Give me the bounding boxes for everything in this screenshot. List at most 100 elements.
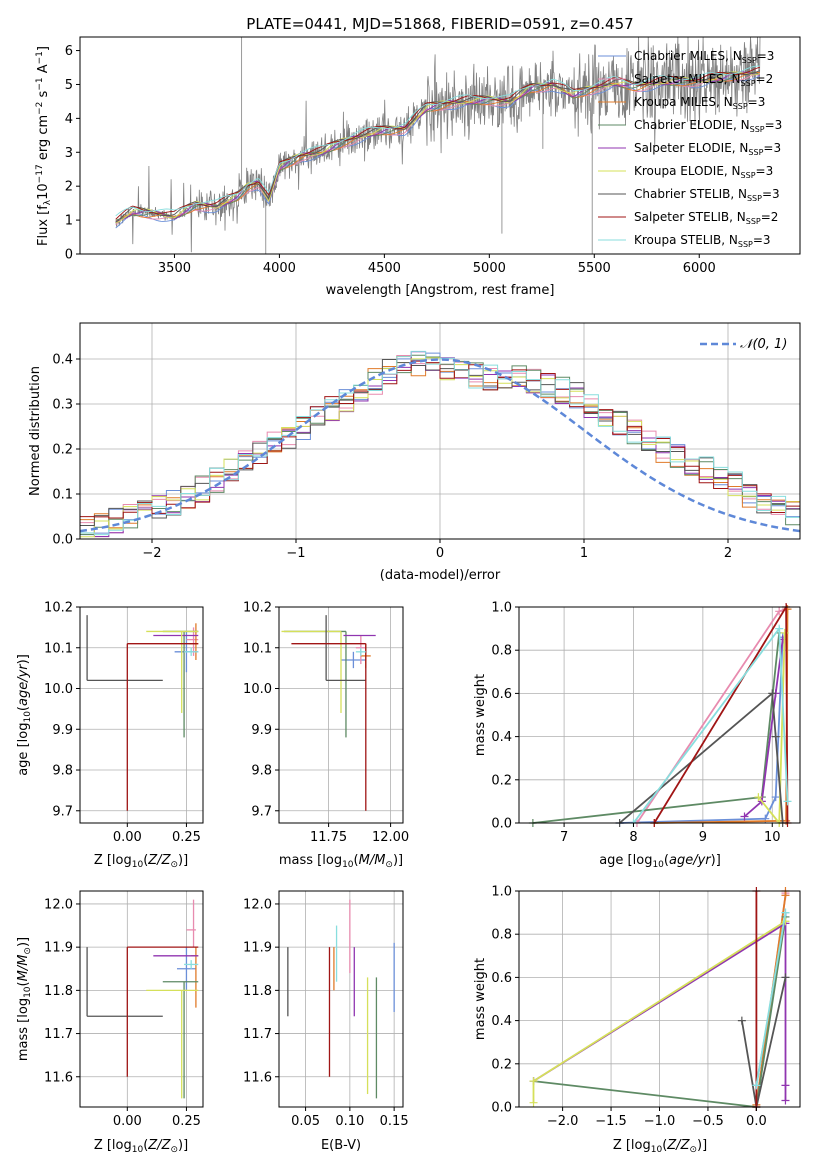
errorbar-point <box>184 960 199 969</box>
residuals-xticks: −2 −1 0 1 2 <box>142 539 732 561</box>
mass-vs-Z-errorbars <box>86 899 199 1099</box>
y-tick-label: 11.9 <box>243 941 272 956</box>
weight-vs-Z-yticks: 0.0 0.2 0.4 0.6 0.8 1.0 <box>491 885 519 1116</box>
x-tick-label: 11.75 <box>310 830 347 845</box>
y-tick-label: 0.2 <box>491 1057 512 1072</box>
weight-vs-age-panel: 7 8 9 10 0.0 0.2 0.4 0.6 0.8 1.0 age [log10(age/… <box>473 601 801 870</box>
x-tick-label: 0.10 <box>335 1114 364 1129</box>
y-tick-label: 0.4 <box>491 730 512 745</box>
age-vs-Z-ylabel: age [log10(age/yr)] <box>16 654 33 776</box>
y-tick-label: 10.0 <box>44 682 73 697</box>
y-tick-label: 0.6 <box>491 971 512 986</box>
age-vs-Z-errorbars <box>86 615 199 811</box>
errorbar-point <box>126 643 199 811</box>
x-tick-label: −0.5 <box>692 1114 724 1129</box>
y-tick-label: 12.0 <box>44 897 73 912</box>
mass-weight-marker <box>781 908 790 917</box>
errorbar-point <box>341 651 366 669</box>
spectrum-title: PLATE=0441, MJD=51868, FIBERID=0591, z=0… <box>246 15 633 33</box>
mass-weight-marker <box>529 1077 538 1086</box>
weight-vs-age-ylabel: mass weight <box>473 674 488 756</box>
mass-vs-EBV-errorbars <box>287 899 395 1099</box>
y-tick-label: 0.8 <box>491 928 512 943</box>
age-vs-Z-yticks: 9.7 9.8 9.9 10.0 10.1 10.2 <box>44 601 80 819</box>
mass-vs-Z-xticks: 0.00 0.25 <box>113 1107 201 1129</box>
y-tick-label: 0.4 <box>52 353 73 368</box>
y-tick-label: 1.0 <box>491 601 512 616</box>
y-tick-label: 9.8 <box>52 764 73 779</box>
age-vs-Z-panel: 0.00 0.25 9.7 9.8 9.9 10.0 10.1 10.2 Z [log10(… <box>16 601 204 870</box>
x-tick-label: 0.15 <box>380 1114 409 1129</box>
mass-weight-marker <box>780 628 789 637</box>
y-tick-label: 11.8 <box>44 984 73 999</box>
mass-vs-Z-xlabel: Z [log10(Z/Z⊙)] <box>94 1138 188 1155</box>
age-vs-mass-yticks: 9.7 9.8 9.9 10.0 10.1 10.2 <box>243 601 279 819</box>
x-tick-label: 4000 <box>263 261 296 276</box>
spectrum-legend: Chabrier MILES, NSSP=3 Salpeter MILES, NS… <box>598 49 782 249</box>
y-tick-label: 0 <box>65 248 73 263</box>
errorbar-point <box>86 947 163 1017</box>
y-tick-label: 1 <box>65 214 73 229</box>
spectrum-model-lines <box>115 65 761 229</box>
x-tick-label: 9 <box>699 830 707 845</box>
age-vs-Z-xlabel: Z [log10(Z/Z⊙)] <box>94 853 188 870</box>
age-vs-mass-xticks: 11.75 12.00 <box>310 823 409 845</box>
residuals-legend: 𝒩(0, 1) <box>700 337 787 352</box>
y-tick-label: 0.3 <box>52 398 73 413</box>
y-tick-label: 11.7 <box>243 1027 272 1042</box>
y-tick-label: 11.6 <box>243 1070 272 1085</box>
residuals-histograms <box>79 350 801 539</box>
y-tick-label: 0.1 <box>52 488 73 503</box>
y-tick-label: 10.0 <box>243 682 272 697</box>
spectrum-panel: PLATE=0441, MJD=51868, FIBERID=0591, z=0… <box>35 15 801 298</box>
mass-weight-marker <box>737 1016 746 1025</box>
errorbar-point <box>186 899 196 948</box>
x-tick-label: 5500 <box>578 261 611 276</box>
x-tick-label: 0.00 <box>113 1114 142 1129</box>
y-tick-label: 2 <box>65 180 73 195</box>
mass-weight-marker <box>529 1098 538 1107</box>
y-tick-label: 11.8 <box>243 984 272 999</box>
errorbar-point <box>281 630 342 713</box>
mass-vs-EBV-grid <box>279 891 403 1107</box>
mass-weight-marker <box>781 917 790 926</box>
y-tick-label: 11.7 <box>44 1027 73 1042</box>
mass-weight-marker <box>754 793 763 802</box>
mass-weight-marker <box>752 1081 761 1090</box>
age-vs-mass-frame <box>278 606 404 824</box>
mass-weight-marker <box>781 1096 790 1105</box>
mass-vs-EBV-frame <box>278 890 404 1108</box>
residuals-frame <box>79 322 801 540</box>
legend-label: Kroupa STELIB, NSSP=3 <box>634 233 771 249</box>
y-tick-label: 0.0 <box>491 817 512 832</box>
y-tick-label: 10.1 <box>243 641 272 656</box>
y-tick-label: 10.2 <box>44 601 73 616</box>
x-tick-label: 12.00 <box>372 830 409 845</box>
mass-weight-marker <box>771 793 780 802</box>
y-tick-label: 0.0 <box>52 533 73 548</box>
x-tick-label: −1.0 <box>644 1114 676 1129</box>
spectrum-frame <box>79 36 801 255</box>
errorbar-point <box>86 615 163 682</box>
x-tick-label: 0.00 <box>113 830 142 845</box>
errorbar-point <box>355 647 366 656</box>
weight-vs-age-frame <box>518 606 801 824</box>
mass-weight-marker <box>775 607 784 616</box>
y-tick-label: 11.9 <box>44 941 73 956</box>
weight-vs-age-xticks: 7 8 9 10 <box>560 823 781 845</box>
age-vs-Z-xticks: 0.00 0.25 <box>113 823 201 845</box>
y-tick-label: 5 <box>65 78 73 93</box>
y-tick-label: 9.9 <box>251 723 272 738</box>
legend-label: Kroupa ELODIE, NSSP=3 <box>634 164 773 180</box>
y-tick-label: 0.0 <box>491 1101 512 1116</box>
weight-vs-Z-xlabel: Z [log10(Z/Z⊙)] <box>613 1138 707 1155</box>
mass-weight-line <box>533 921 787 1101</box>
x-tick-label: 2 <box>724 546 732 561</box>
y-tick-label: 0.4 <box>491 1014 512 1029</box>
spectrum-xticks: 3500 4000 4500 5000 5500 6000 <box>158 254 716 276</box>
mass-weight-marker <box>740 812 749 821</box>
mass-weight-line <box>743 639 784 818</box>
x-tick-label: 10 <box>764 830 781 845</box>
mass-weight-marker <box>775 624 784 633</box>
model-spectrum-line <box>115 65 760 217</box>
